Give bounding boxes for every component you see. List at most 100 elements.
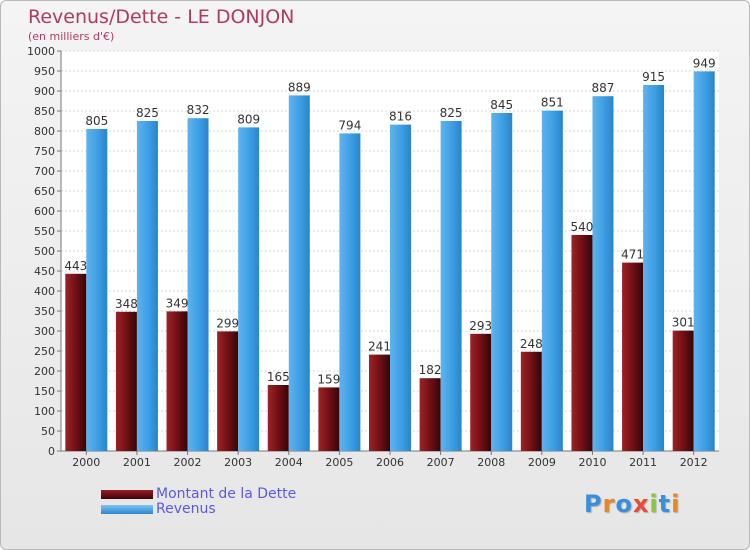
x-tick-label: 2012 xyxy=(680,456,708,469)
y-tick-label: 600 xyxy=(34,205,55,218)
y-tick-label: 950 xyxy=(34,65,55,78)
y-tick-label: 150 xyxy=(34,385,55,398)
bar-dette xyxy=(65,273,87,451)
bar-revenus xyxy=(136,121,158,451)
legend-label-revenus: Revenus xyxy=(156,501,216,517)
x-tick-label: 2004 xyxy=(275,456,303,469)
data-label: 182 xyxy=(419,363,442,377)
legend-swatch-revenus xyxy=(101,505,153,514)
x-tick-label: 2011 xyxy=(629,456,657,469)
bar-dette xyxy=(166,311,188,451)
x-tick-label: 2001 xyxy=(123,456,151,469)
data-label: 915 xyxy=(642,70,665,84)
legend-swatch-dette xyxy=(101,490,153,499)
logo-letter: o xyxy=(615,490,633,518)
bar-revenus xyxy=(187,118,209,451)
y-tick-label: 750 xyxy=(34,145,55,158)
bar-dette xyxy=(571,235,593,451)
y-tick-label: 650 xyxy=(34,185,55,198)
y-tick-label: 800 xyxy=(34,125,55,138)
x-tick-label: 2009 xyxy=(528,456,556,469)
bar-dette xyxy=(217,331,239,451)
data-label: 845 xyxy=(490,98,513,112)
data-label: 165 xyxy=(267,370,290,384)
bar-revenus xyxy=(693,71,715,452)
data-label: 471 xyxy=(621,248,644,262)
y-tick-label: 850 xyxy=(34,105,55,118)
bar-revenus xyxy=(491,113,513,451)
x-tick-label: 2006 xyxy=(376,456,404,469)
proxiti-logo: Proxiti xyxy=(584,490,680,518)
bar-revenus xyxy=(288,95,310,452)
x-tick-label: 2000 xyxy=(72,456,100,469)
y-tick-label: 350 xyxy=(34,305,55,318)
bar-revenus xyxy=(592,96,614,451)
legend-label-dette: Montant de la Dette xyxy=(156,486,297,502)
bar-dette xyxy=(622,262,644,451)
logo-letter: i xyxy=(671,490,681,518)
logo-letter: P xyxy=(584,490,603,518)
data-label: 293 xyxy=(469,319,492,333)
bar-revenus xyxy=(440,121,462,451)
data-label: 825 xyxy=(136,106,159,120)
y-tick-label: 300 xyxy=(34,325,55,338)
bar-revenus xyxy=(238,127,260,452)
data-label: 887 xyxy=(592,81,615,95)
data-label: 889 xyxy=(288,80,311,94)
y-tick-label: 500 xyxy=(34,245,55,258)
data-label: 299 xyxy=(216,316,239,330)
data-label: 248 xyxy=(520,337,543,351)
data-label: 851 xyxy=(541,96,564,110)
bar-revenus xyxy=(86,129,108,451)
y-tick-label: 400 xyxy=(34,285,55,298)
data-label: 443 xyxy=(64,259,87,273)
bar-revenus xyxy=(390,124,411,451)
bar-dette xyxy=(520,351,542,451)
logo-letter: i xyxy=(649,490,659,518)
chart-subtitle: (en milliers d'€) xyxy=(28,30,115,43)
data-label: 159 xyxy=(317,372,340,386)
data-label: 349 xyxy=(166,296,189,310)
x-tick-label: 2003 xyxy=(224,456,252,469)
bar-dette xyxy=(419,378,441,451)
y-tick-label: 700 xyxy=(34,165,55,178)
logo-letter: t xyxy=(658,490,672,518)
bar-revenus xyxy=(643,85,665,451)
y-tick-label: 1000 xyxy=(27,45,55,58)
data-label: 825 xyxy=(440,106,463,120)
data-label: 949 xyxy=(693,56,716,70)
data-label: 816 xyxy=(389,110,412,124)
bar-dette xyxy=(470,333,492,451)
y-tick-label: 900 xyxy=(34,85,55,98)
data-label: 832 xyxy=(187,103,210,117)
bar-dette xyxy=(115,311,137,451)
data-label: 805 xyxy=(85,114,108,128)
bar-revenus xyxy=(541,110,563,451)
data-label: 809 xyxy=(237,112,260,126)
logo-letter: x xyxy=(632,490,650,518)
bar-dette xyxy=(369,354,390,451)
y-tick-label: 0 xyxy=(48,445,55,458)
y-tick-label: 250 xyxy=(34,345,55,358)
logo-letter: r xyxy=(602,490,616,518)
bar-dette xyxy=(267,385,289,451)
chart-title: Revenus/Dette - LE DONJON xyxy=(28,6,295,28)
bar-dette xyxy=(672,330,694,451)
x-tick-label: 2008 xyxy=(477,456,505,469)
y-tick-label: 50 xyxy=(41,425,55,438)
y-tick-label: 200 xyxy=(34,365,55,378)
y-tick-label: 450 xyxy=(34,265,55,278)
y-tick-label: 100 xyxy=(34,405,55,418)
y-tick-label: 550 xyxy=(34,225,55,238)
bar-dette xyxy=(318,387,340,451)
x-tick-label: 2005 xyxy=(325,456,353,469)
data-label: 794 xyxy=(338,118,361,132)
bar-revenus xyxy=(339,133,361,451)
x-tick-label: 2010 xyxy=(578,456,606,469)
data-label: 301 xyxy=(672,316,695,330)
data-label: 241 xyxy=(368,340,391,354)
x-tick-label: 2007 xyxy=(427,456,455,469)
x-tick-label: 2002 xyxy=(174,456,202,469)
